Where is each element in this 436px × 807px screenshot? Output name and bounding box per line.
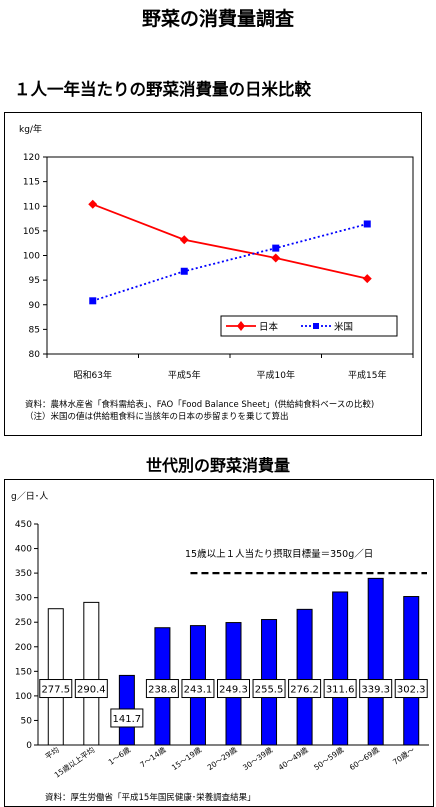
y-tick-label: 350 [15, 569, 32, 579]
target-line-label: 15歳以上１人当たり摂取目標量＝350g／日 [185, 548, 373, 560]
legend-marker-usa [313, 323, 319, 329]
bar [367, 577, 384, 746]
data-label: 141.7 [113, 714, 142, 725]
y-tick-label: 150 [15, 667, 32, 677]
line-chart: kg/年 80 85 90 95 100 105 110 115 120 昭和63年 平成5年 平成1… [19, 123, 414, 381]
page-title: 野菜の消費量調査 [141, 8, 294, 30]
data-label-box [181, 679, 215, 699]
bar [332, 591, 349, 746]
data-point-usa [89, 297, 97, 305]
data-label-box [394, 679, 428, 699]
y-tick-label: 300 [15, 594, 32, 604]
data-label-box [323, 679, 357, 699]
data-label: 243.1 [184, 685, 213, 696]
x-tick-label: 平成10年 [257, 369, 295, 381]
x-tick-label: 20～29歳 [205, 744, 239, 772]
data-label-box [217, 679, 250, 699]
y-tick-label: 250 [15, 618, 32, 628]
data-point-japan [271, 253, 281, 263]
x-tick-label: 30～39歳 [241, 744, 275, 772]
y-tick-label: 80 [29, 350, 41, 360]
y-tick-label: 100 [15, 692, 32, 702]
data-label-box [74, 679, 108, 699]
y-tick-label: 120 [23, 153, 40, 163]
data-label-box [252, 679, 286, 699]
x-tick-label: 50～59歳 [312, 744, 346, 772]
bar [296, 608, 313, 746]
legend-marker-japan [237, 321, 245, 331]
x-tick-label: 昭和63年 [74, 369, 112, 381]
data-label: 302.3 [397, 685, 426, 696]
x-tick-label: 15～19歳 [169, 744, 203, 772]
data-point-japan [88, 199, 98, 209]
source-note: 資料：農林水産省「食料需給表」、FAO「Food Balance Sheet」(… [25, 400, 375, 410]
data-label-box [110, 708, 144, 728]
x-tick-label: 7～14歳 [138, 744, 168, 769]
data-label-box [288, 679, 322, 699]
x-tick-label: 平成5年 [168, 369, 201, 381]
bar-chart: g／日･人 277.5 290.4 141.7 238.8 243.1 249.3 255.… [11, 491, 429, 780]
data-point-usa [363, 220, 371, 228]
x-tick-label: 1～6歳 [106, 744, 132, 767]
y-tick-label: 85 [29, 325, 40, 335]
y-tick-label: 200 [15, 643, 32, 653]
legend-label-japan: 日本 [259, 321, 279, 333]
y-tick-label: 0 [26, 741, 32, 751]
data-label: 276.2 [290, 685, 319, 696]
footnote: （注）米国の値は供給粗食料に当該年の日本の歩留まりを乗じて算出 [25, 412, 289, 422]
section2-title: 世代別の野菜消費量 [145, 456, 290, 475]
x-tick-label: 40～49歳 [276, 744, 310, 772]
data-label: 238.8 [148, 685, 177, 696]
y-tick-label: 90 [29, 301, 41, 311]
bar [47, 608, 64, 746]
data-point-japan [362, 274, 372, 284]
section1-title: １人一年当たりの野菜消費量の日米比較 [14, 80, 311, 99]
data-point-japan [179, 235, 189, 245]
y-axis-label: kg/年 [19, 123, 42, 135]
data-point-usa [180, 267, 188, 275]
data-label: 255.5 [255, 685, 284, 696]
y-tick-label: 95 [29, 276, 40, 286]
bar [403, 596, 420, 746]
data-label: 339.3 [361, 685, 390, 696]
data-label: 277.5 [41, 685, 70, 696]
bar-chart-frame: g／日･人 277.5 290.4 141.7 238.8 243.1 249.3 255.… [4, 479, 434, 807]
x-tick-label: 平成15年 [348, 369, 386, 381]
y-axis-label: g／日･人 [11, 491, 48, 502]
y-tick-label: 100 [23, 252, 40, 262]
data-label: 311.6 [326, 685, 355, 696]
x-tick-label: 60～69歳 [347, 744, 381, 772]
legend-label-usa: 米国 [334, 321, 353, 333]
data-label-box [39, 679, 73, 699]
y-tick-label: 105 [23, 227, 40, 237]
line-chart-frame: kg/年 80 85 90 95 100 105 110 115 120 昭和63年 平成5年 平成1… [4, 112, 422, 436]
y-tick-label: 450 [15, 520, 32, 530]
y-tick-label: 400 [15, 545, 32, 555]
source-note: 資料：厚生労働省「平成15年国民健康･栄養調査結果」 [45, 793, 256, 803]
y-tick-label: 50 [21, 716, 33, 726]
data-label: 249.3 [219, 685, 248, 696]
bar [83, 601, 100, 746]
x-tick-label: 70歳～ [391, 744, 417, 767]
data-label: 290.4 [77, 685, 106, 696]
series-line-japan [92, 203, 368, 280]
data-point-usa [272, 244, 280, 252]
x-tick-label: 平均 [43, 744, 61, 761]
y-tick-label: 115 [23, 178, 40, 188]
y-tick-label: 110 [23, 202, 40, 212]
data-label-box [145, 679, 179, 699]
series-line-usa [92, 223, 368, 302]
data-label-box [359, 679, 393, 699]
legend: 日本 米国 [220, 315, 398, 337]
